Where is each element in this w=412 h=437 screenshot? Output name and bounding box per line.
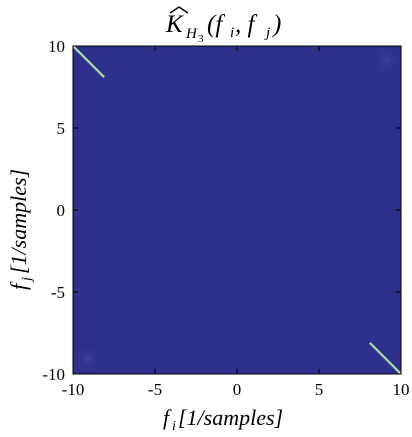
title-hat [169, 6, 189, 14]
y-tick-label: -5 [51, 283, 65, 302]
xlabel-var: f [163, 405, 172, 430]
plot-area [73, 46, 401, 374]
x-tick-label: -10 [62, 380, 85, 399]
y-axis-label: f j [1/samples] [6, 169, 35, 290]
title-sub: H [185, 26, 198, 42]
y-tick-label: 0 [57, 201, 66, 220]
heatmap-patch-2 [371, 46, 401, 76]
axis-ticks: -10 -5 0 5 10 -10 -5 0 5 10 [42, 37, 409, 399]
ylabel-sub: j [20, 277, 35, 283]
title-j: j [264, 25, 270, 41]
x-tick-label: 5 [315, 380, 324, 399]
title-subsub: 3 [198, 33, 204, 45]
y-tick-label: 10 [48, 37, 65, 56]
ylabel-unit: [1/samples] [6, 169, 31, 274]
heatmap-line-0 [72, 45, 105, 78]
title-mid: , f [235, 11, 258, 38]
x-tick-label: 10 [393, 380, 410, 399]
x-tick-label: 0 [233, 380, 242, 399]
x-tick-label: -5 [148, 380, 162, 399]
y-tick-label: 5 [57, 119, 66, 138]
title-args: (f [207, 11, 225, 38]
ylabel-var: f [6, 281, 31, 290]
xlabel-sub: i [172, 419, 176, 434]
heatmap-patch-3 [73, 344, 103, 374]
heatmap-features [71, 44, 403, 376]
heatmap-line-1 [369, 342, 402, 375]
title-base: K [165, 11, 184, 38]
title-i: i [230, 25, 234, 41]
xlabel-unit: [1/samples] [178, 405, 283, 430]
y-tick-label: -10 [42, 365, 65, 384]
x-axis-label: f i [1/samples] [163, 405, 283, 434]
title-close: ) [271, 11, 281, 38]
chart-title: K H 3 (f i , f j ) [165, 6, 281, 45]
